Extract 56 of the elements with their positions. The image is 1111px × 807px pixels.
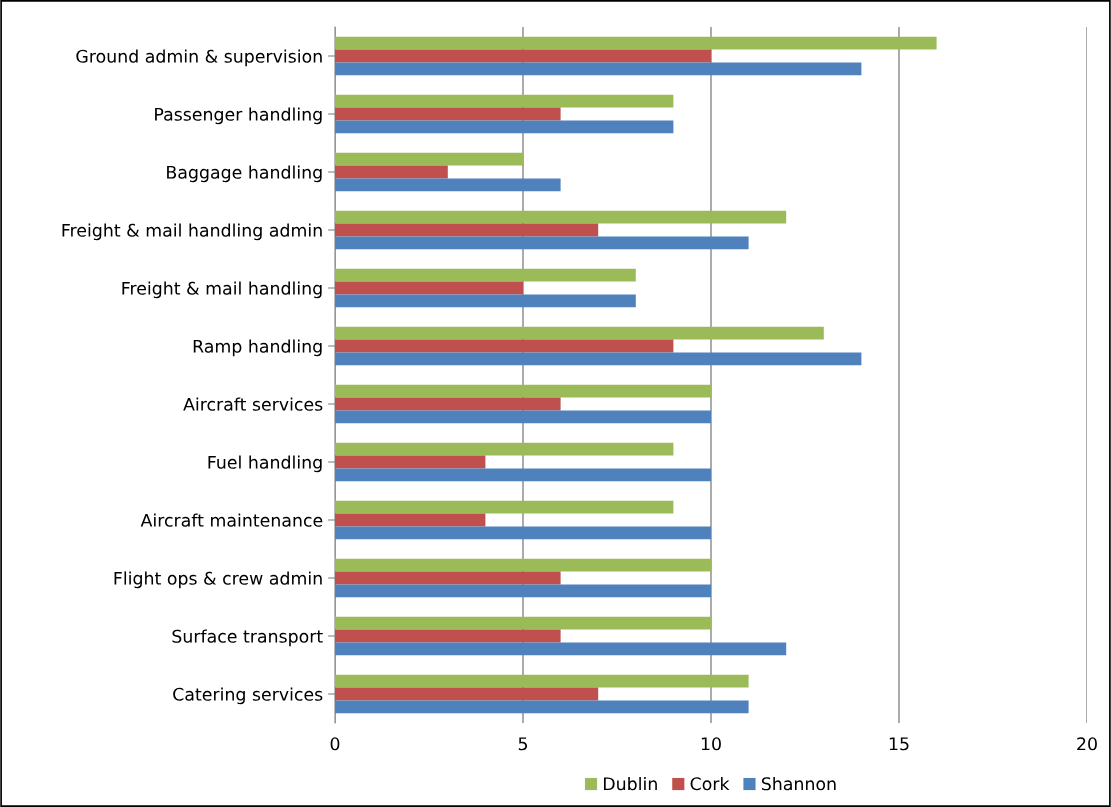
bar [335,616,711,630]
bar [335,513,486,527]
bar [335,526,711,540]
bar [335,700,749,714]
bar [335,339,674,353]
legend-label: Cork [690,776,730,791]
bar [335,223,599,237]
bar [335,49,711,63]
bar [335,468,711,482]
bar [335,281,523,295]
y-tick-label: Flight ops & crew admin [114,571,322,589]
x-tick-label: 10 [701,737,721,751]
y-tick-label: Freight & mail handling [122,281,322,299]
bar [335,571,561,585]
bar [335,178,561,192]
x-tick-label: 0 [330,737,340,751]
bar [335,107,561,121]
y-tick-label: Fuel handling [208,455,322,473]
bar [335,584,711,598]
bar [335,210,787,224]
y-tick-label: Ground admin & supervision [76,49,322,67]
bar [335,397,561,411]
bar [335,558,711,572]
x-tick-label: 20 [1077,737,1097,751]
y-tick-label: Catering services [173,687,323,705]
y-tick-label: Surface transport [172,629,323,647]
y-tick-label: Aircraft services [183,397,323,411]
x-tick-label: 15 [889,737,909,751]
bar [335,120,674,134]
x-tick-label: 5 [518,737,528,751]
bar [335,455,486,469]
y-tick-label: Freight & mail handling admin [62,223,322,241]
bar [335,629,561,643]
bar [335,236,749,250]
bar [335,152,523,166]
legend-label: Dublin [604,776,657,791]
bar [335,500,674,514]
y-tick-label: Passenger handling [155,107,322,125]
bar [335,410,711,424]
bar [335,165,448,179]
bar [335,268,636,282]
bar [335,674,749,688]
y-tick-label: Aircraft maintenance [140,513,323,527]
bar [335,687,599,701]
bar [335,442,674,456]
bar [335,352,862,366]
y-tick-label: Ramp handling [193,339,322,357]
bar [335,62,862,76]
bar [335,294,636,308]
bar [335,36,937,50]
bar [335,326,824,340]
y-tick-label: Baggage handling [167,165,322,183]
bar [335,642,787,656]
bar [335,94,674,108]
bar [335,384,711,398]
legend-label: Shannon [761,776,836,791]
